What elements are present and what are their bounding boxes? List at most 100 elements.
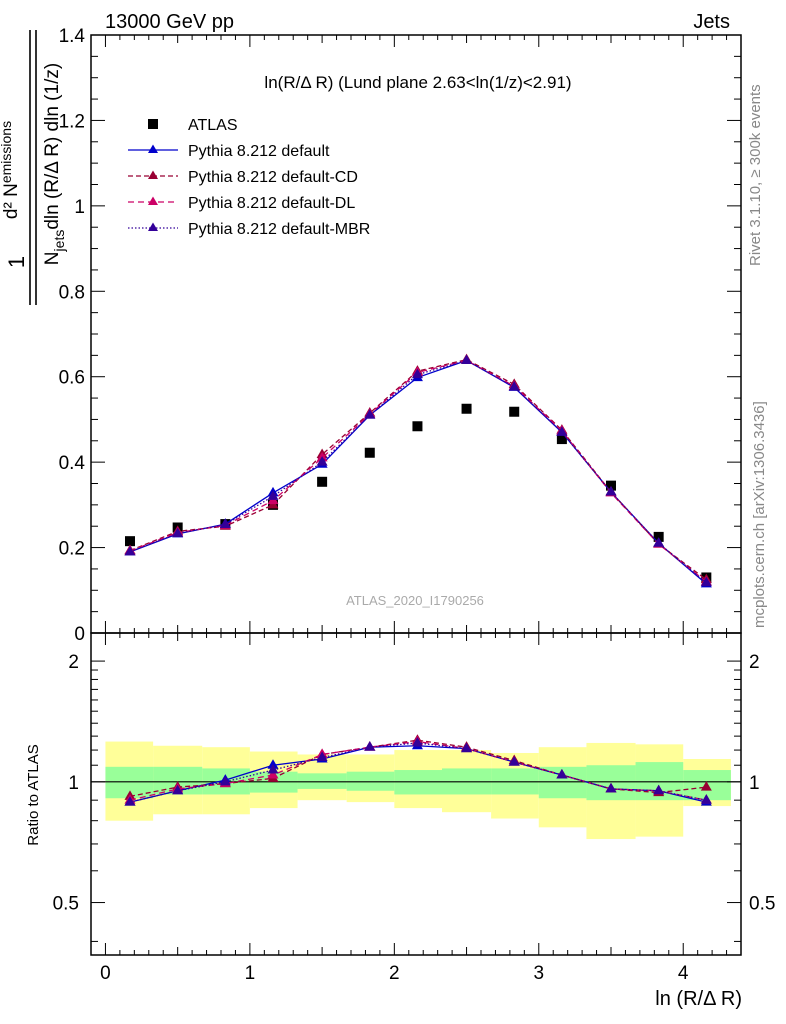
series-point-mbr xyxy=(700,576,712,587)
legend-entry-cd: Pythia 8.212 default-CD xyxy=(128,169,358,186)
main-y-tick-label-1: 0.2 xyxy=(59,539,85,560)
legend-entry-dl: Pythia 8.212 default-DL xyxy=(128,195,355,212)
ratio-bands xyxy=(91,741,741,840)
legend-entry-default: Pythia 8.212 default xyxy=(128,143,330,160)
ratio-point-mbr xyxy=(267,764,279,774)
watermark: ATLAS_2020_I1790256 xyxy=(346,593,484,608)
main-y-tick-label-0: 0 xyxy=(74,624,85,645)
main-y-tick-label-6: 1.2 xyxy=(59,111,85,132)
legend-marker-cd xyxy=(148,170,158,179)
data-point xyxy=(317,476,328,487)
series-point-mbr xyxy=(508,380,520,391)
ratio-point-mbr xyxy=(700,794,712,804)
data-point xyxy=(412,421,423,432)
y-label-one: 1 xyxy=(4,256,29,268)
series-point-mbr xyxy=(556,426,568,436)
ratio-point-mbr xyxy=(172,784,184,795)
legend-marker-dl xyxy=(148,196,158,205)
x-tick-label-1: 1 xyxy=(245,963,256,984)
ratio-point-mbr xyxy=(364,741,376,751)
header-right: Jets xyxy=(693,11,730,33)
series-mbr xyxy=(124,354,712,587)
ratio-point-mbr xyxy=(219,775,231,786)
ratio-band-inner xyxy=(586,765,636,801)
ratio-point-mbr xyxy=(556,768,568,779)
series-point-mbr xyxy=(219,518,231,529)
ratio-point-mbr xyxy=(411,736,423,747)
legend-label-dl: Pythia 8.212 default-DL xyxy=(188,195,355,212)
legend-label-mbr: Pythia 8.212 default-MBR xyxy=(188,221,370,238)
data-point xyxy=(125,536,135,547)
legend: ATLAS Pythia 8.212 default Pythia 8.212 … xyxy=(128,117,370,238)
ratio-point-mbr xyxy=(653,784,665,795)
x-tick-label-2: 2 xyxy=(389,963,400,984)
series-point-mbr xyxy=(653,537,665,547)
y-label-denominator-sub: jets xyxy=(51,230,67,253)
series-point-mbr xyxy=(172,527,184,537)
x-tick-label-0: 0 xyxy=(100,963,111,984)
mcplots-label: mcplots.cern.ch [arXiv:1306.3436] xyxy=(751,401,768,628)
legend-entry-mbr: Pythia 8.212 default-MBR xyxy=(128,221,370,238)
legend-marker-atlas xyxy=(148,119,158,129)
main-panel: ln(R/Δ R) (Lund plane 2.63<ln(1/z)<2.91)… xyxy=(59,26,742,645)
ratio-point-cd xyxy=(700,781,712,791)
series-point-mbr xyxy=(364,409,376,419)
legend-label-atlas: ATLAS xyxy=(188,117,238,134)
data-point xyxy=(364,447,375,458)
legend-entry-atlas: ATLAS xyxy=(148,117,238,134)
ratio-y-tick-label-right-1: 1 xyxy=(749,773,760,794)
series-point-mbr xyxy=(316,456,328,466)
legend-marker-default xyxy=(148,144,158,153)
main-y-tick-label-2: 0.4 xyxy=(59,453,86,474)
ratio-band-inner xyxy=(346,771,395,791)
data-point xyxy=(556,434,567,445)
x-axis-label: ln (R/Δ R) xyxy=(655,988,742,1010)
x-tick-label-3: 3 xyxy=(533,963,544,984)
legend-label-cd: Pythia 8.212 default-CD xyxy=(188,169,358,186)
ratio-series-mbr xyxy=(124,736,712,806)
ratio-point-dl xyxy=(267,768,279,779)
data-point xyxy=(606,480,616,491)
ratio-ticks: 0 1 2 3 4 0.5 0.5 1 1 2 2 xyxy=(53,633,775,984)
ratio-point-mbr xyxy=(124,796,136,806)
main-y-tick-label-4: 0.8 xyxy=(59,282,85,303)
ratio-point-mbr xyxy=(508,756,520,766)
series-point-mbr xyxy=(124,545,136,556)
series-point-mbr xyxy=(605,486,617,496)
x-tick-label-4: 4 xyxy=(678,963,689,984)
ratio-point-mbr xyxy=(605,782,617,793)
data-point xyxy=(653,531,664,542)
y-label-numerator: d² Nemissions xyxy=(0,121,22,219)
plot-title: ln(R/Δ R) (Lund plane 2.63<ln(1/z)<2.91) xyxy=(264,73,571,92)
main-y-tick-label-3: 0.6 xyxy=(59,368,85,389)
ratio-point-mbr xyxy=(461,742,473,753)
data-point xyxy=(461,403,472,414)
ratio-point-default xyxy=(267,759,279,769)
ratio-y-tick-label-0: 0.5 xyxy=(53,894,79,915)
header-left: 13000 GeV pp xyxy=(105,11,234,33)
main-series xyxy=(124,353,712,588)
ratio-y-tick-label-right-2: 2 xyxy=(749,652,760,673)
rivet-label: Rivet 3.1.10, ≥ 300k events xyxy=(747,84,764,266)
data-point xyxy=(509,406,520,417)
legend-marker-mbr xyxy=(148,222,158,231)
ratio-y-tick-label-1: 1 xyxy=(68,773,79,794)
series-point-mbr xyxy=(267,490,279,500)
ratio-panel: 0 1 2 3 4 0.5 0.5 1 1 2 2 xyxy=(53,632,775,984)
series-point-mbr xyxy=(461,354,473,364)
ratio-y-axis-label: Ratio to ATLAS xyxy=(25,744,42,845)
ratio-point-mbr xyxy=(316,751,328,761)
main-y-tick-label-7: 1.4 xyxy=(59,26,86,47)
legend-label-default: Pythia 8.212 default xyxy=(188,143,330,160)
main-y-tick-label-5: 1 xyxy=(74,197,85,218)
series-point-mbr xyxy=(411,368,423,379)
ratio-series xyxy=(124,734,712,806)
y-label-numerator-sub: emissions xyxy=(0,121,14,183)
main-ticks: 0 0.2 0.4 0.6 0.8 1 1.2 1.4 xyxy=(59,26,742,645)
ratio-frame xyxy=(90,632,742,956)
ratio-y-tick-label-2: 2 xyxy=(68,652,79,673)
main-y-axis-label: 1 d² Nemissions Njetsdln (R/Δ R) dln (1/… xyxy=(0,30,67,305)
ratio-band-inner xyxy=(297,773,347,789)
